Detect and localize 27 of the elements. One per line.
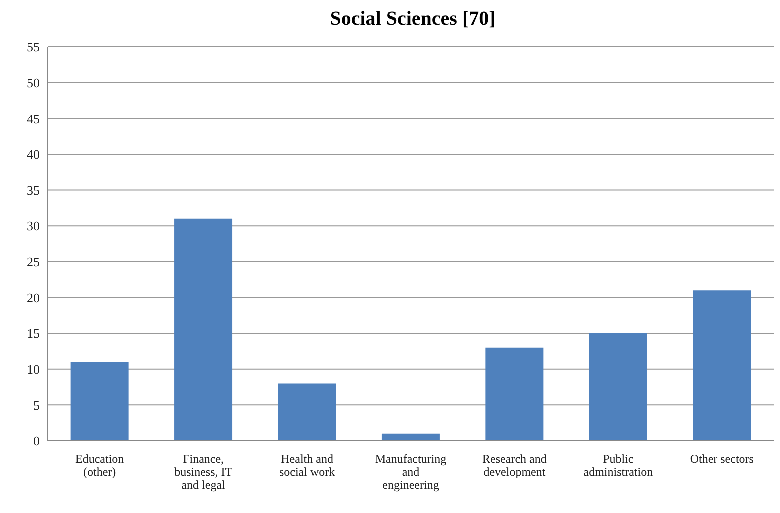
y-tick-label: 20 (27, 290, 40, 306)
x-tick-label: Other sectors (690, 452, 754, 466)
y-tick-label: 35 (27, 182, 40, 198)
y-tick-label: 40 (27, 147, 40, 162)
y-tick-label: 10 (27, 362, 40, 377)
x-tick-label: Manufacturing and engineering (375, 452, 447, 492)
x-tick-label: Education (other) (76, 452, 124, 479)
y-tick-label: 0 (34, 434, 40, 449)
y-tick-label: 55 (27, 40, 40, 55)
x-tick-label: Health and social work (279, 452, 336, 479)
y-tick-label: 30 (27, 218, 40, 234)
x-tick-label: Finance, business, IT and legal (174, 452, 234, 492)
x-tick-label: Public administration (584, 452, 654, 479)
y-tick-label: 5 (34, 398, 40, 413)
y-tick-label: 45 (27, 111, 40, 126)
y-tick-label: 25 (27, 254, 40, 270)
bar (589, 334, 648, 441)
bar (693, 290, 752, 441)
bar (70, 362, 129, 441)
bar (486, 348, 544, 441)
y-tick-label: 15 (27, 326, 40, 342)
bar (382, 434, 440, 441)
bar (174, 218, 233, 441)
chart-title: Social Sciences [70] (329, 8, 497, 31)
y-tick-label: 50 (27, 75, 40, 90)
x-tick-label: Research and development (482, 452, 547, 479)
bar (278, 384, 336, 441)
